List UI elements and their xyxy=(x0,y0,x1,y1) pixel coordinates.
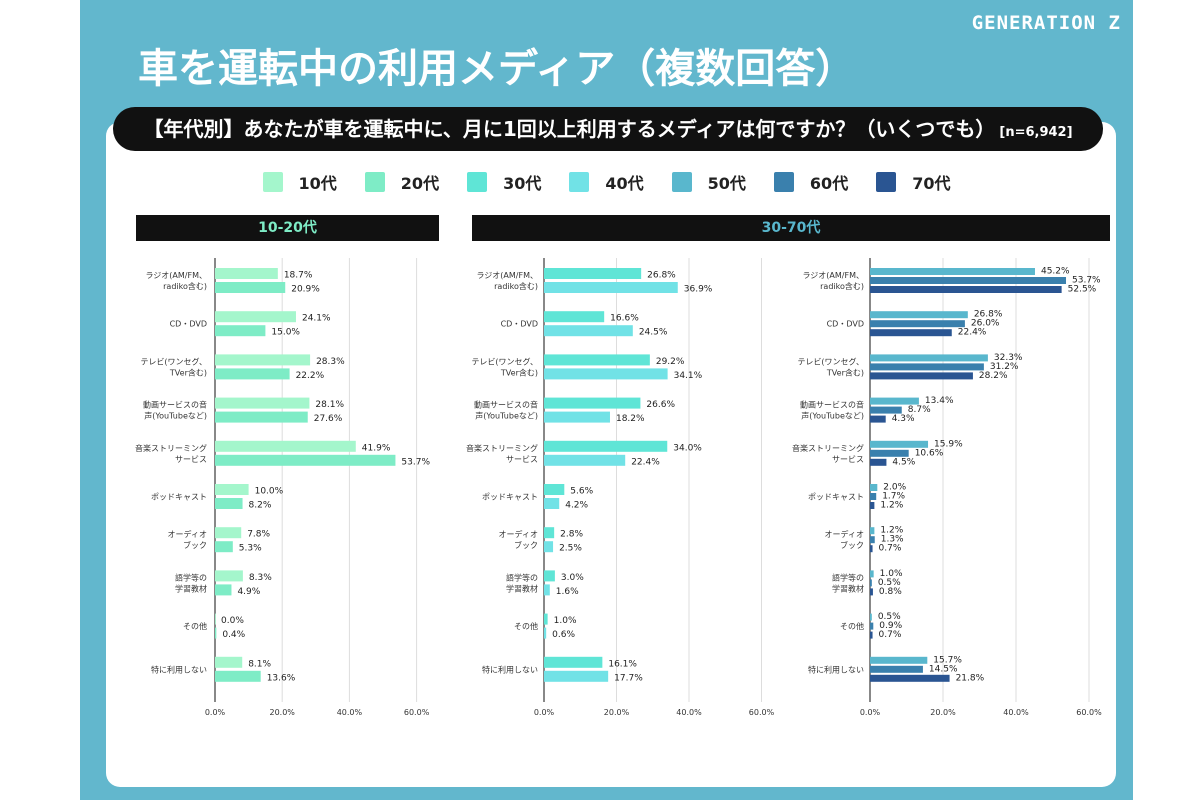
question-banner: 【年代別】あなたが車を運転中に、月に1回以上利用するメディアは何ですか？（いくつ… xyxy=(113,107,1103,151)
brand-logo: GENERATION Z xyxy=(971,12,1121,34)
legend-swatch xyxy=(773,172,794,192)
legend-label: 30代 xyxy=(503,174,542,193)
legend-label: 20代 xyxy=(400,174,440,193)
panel-header-right-label: 30-70代 xyxy=(761,220,821,236)
panel-header-right: 30-70代 xyxy=(472,215,1110,241)
legend-label: 40代 xyxy=(605,174,644,193)
legend-swatch xyxy=(467,172,488,192)
legend-item: 50代 xyxy=(671,170,746,194)
legend: 10代 20代 30代 40代 50代 60代 70代 xyxy=(80,170,1133,196)
slide: GENERATION Z 車を運転中の利用メディア（複数回答） 【年代別】あなた… xyxy=(80,0,1133,800)
legend-swatch xyxy=(262,172,283,192)
legend-swatch xyxy=(671,172,692,192)
page-title: 車を運転中の利用メディア（複数回答） xyxy=(138,46,856,92)
question-text: 【年代別】あなたが車を運転中に、月に1回以上利用するメディアは何ですか？（いくつ… xyxy=(143,117,996,141)
logo-text: otonal xyxy=(126,750,180,768)
panel-header-left-label: 10-20代 xyxy=(258,220,317,236)
legend-item: 70代 xyxy=(876,170,950,194)
otonal-logo: otonal xyxy=(108,750,180,768)
legend-swatch xyxy=(364,172,385,192)
legend-swatch xyxy=(876,172,897,192)
legend-label: 10代 xyxy=(298,174,337,193)
legend-label: 70代 xyxy=(912,174,951,193)
logo-mark-icon xyxy=(108,752,122,766)
legend-label: 60代 xyxy=(809,174,849,193)
legend-item: 20代 xyxy=(364,170,440,194)
legend-label: 50代 xyxy=(707,174,746,193)
legend-item: 60代 xyxy=(773,170,849,194)
sample-size: [n=6,942] xyxy=(999,125,1073,140)
panel-header-left: 10-20代 xyxy=(136,215,439,241)
footer-note: [n=6,942（自動車免許の取得が可能な18歳以上かつ運転しない人を除く）] xyxy=(630,755,1071,770)
legend-item: 10代 xyxy=(262,170,337,194)
footer-survey: 国内Z世代 音とメディアの利用実態調査 ／ 2025年9月 xyxy=(166,755,494,770)
legend-item: 30代 xyxy=(467,170,541,194)
legend-swatch xyxy=(569,172,590,192)
legend-item: 40代 xyxy=(569,170,644,194)
